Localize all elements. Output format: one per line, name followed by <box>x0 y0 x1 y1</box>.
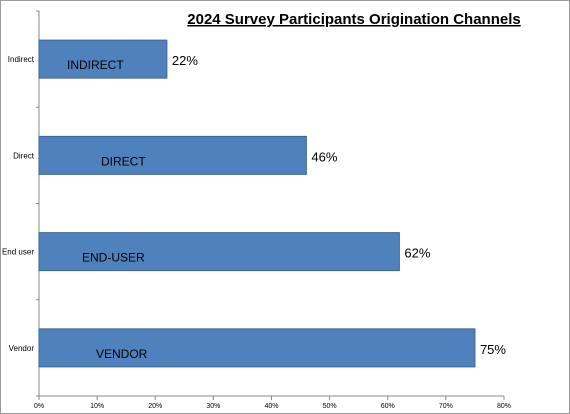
x-tick-label: 70% <box>439 403 453 410</box>
bar-inner-label: DIRECT <box>101 154 146 168</box>
labels-group: Indirect INDIRECT 22% Direct DIRECT 46% End us… <box>2 53 506 361</box>
x-tick-label: 80% <box>497 403 511 410</box>
bar-vendor <box>38 328 476 368</box>
bar-inner-label: END-USER <box>82 251 145 265</box>
category-label: Indirect <box>8 55 35 64</box>
bar-indirect <box>38 39 168 79</box>
category-label: Direct <box>13 151 35 160</box>
data-label: 22% <box>172 53 198 68</box>
x-tick-label: 60% <box>381 403 395 410</box>
category-label: End user <box>2 248 34 257</box>
chart-title: 2024 Survey Participants Origination Cha… <box>187 11 520 28</box>
x-tick-label: 20% <box>148 403 162 410</box>
data-label: 62% <box>404 246 430 261</box>
category-label: Vendor <box>9 344 35 353</box>
data-label: 75% <box>480 342 506 357</box>
x-tick-label: 30% <box>206 403 220 410</box>
x-tick-label: 10% <box>90 403 104 410</box>
bars-group <box>38 39 476 368</box>
bar-end-user <box>38 232 400 272</box>
x-tick-label: 50% <box>323 403 337 410</box>
bar-inner-label: INDIRECT <box>67 58 124 72</box>
x-tick-label: 0% <box>34 403 44 410</box>
bar-direct <box>38 135 307 175</box>
data-label: 46% <box>311 149 337 164</box>
bar-inner-label: VENDOR <box>96 347 148 361</box>
x-tick-label: 40% <box>264 403 278 410</box>
